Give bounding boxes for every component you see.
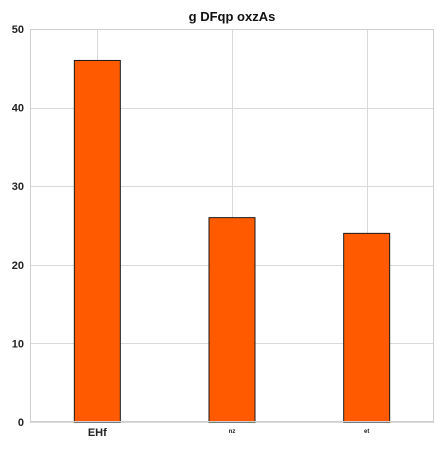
y-tick-label-1: 10 xyxy=(12,338,24,350)
x-tick-label-et: et xyxy=(364,429,369,435)
x-tick-label-ehf: EHf xyxy=(88,427,107,439)
y-tick-label-2: 20 xyxy=(12,260,24,272)
y-tick-label-4: 40 xyxy=(12,103,24,115)
bar-ehf xyxy=(73,59,121,423)
bar-nz xyxy=(208,217,256,423)
axis-frame xyxy=(30,29,434,422)
chart-title: g DFqp oxzAs xyxy=(189,9,276,24)
x-tick-labels: EHf nz et xyxy=(88,427,369,439)
bar-et xyxy=(343,232,391,423)
plot-border xyxy=(30,29,434,422)
y-tick-labels: 0 10 20 30 40 50 xyxy=(12,24,24,429)
y-tick-label-0: 0 xyxy=(18,417,24,429)
bars xyxy=(73,59,391,423)
y-tick-label-3: 30 xyxy=(12,181,24,193)
x-tick-label-nz: nz xyxy=(229,429,236,435)
y-tick-label-5: 50 xyxy=(12,24,24,36)
